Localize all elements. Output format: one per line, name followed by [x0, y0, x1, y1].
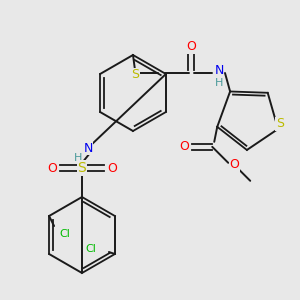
- Text: Cl: Cl: [85, 244, 96, 254]
- Text: H: H: [74, 153, 82, 163]
- Text: O: O: [179, 140, 189, 153]
- Text: N: N: [214, 64, 224, 76]
- Text: S: S: [276, 117, 284, 130]
- Text: N: N: [83, 142, 93, 154]
- Text: Cl: Cl: [60, 229, 70, 239]
- Text: O: O: [47, 161, 57, 175]
- Text: O: O: [107, 161, 117, 175]
- Text: S: S: [131, 68, 139, 82]
- Text: S: S: [78, 161, 86, 175]
- Text: O: O: [229, 158, 239, 171]
- Text: O: O: [186, 40, 196, 53]
- Text: H: H: [215, 78, 223, 88]
